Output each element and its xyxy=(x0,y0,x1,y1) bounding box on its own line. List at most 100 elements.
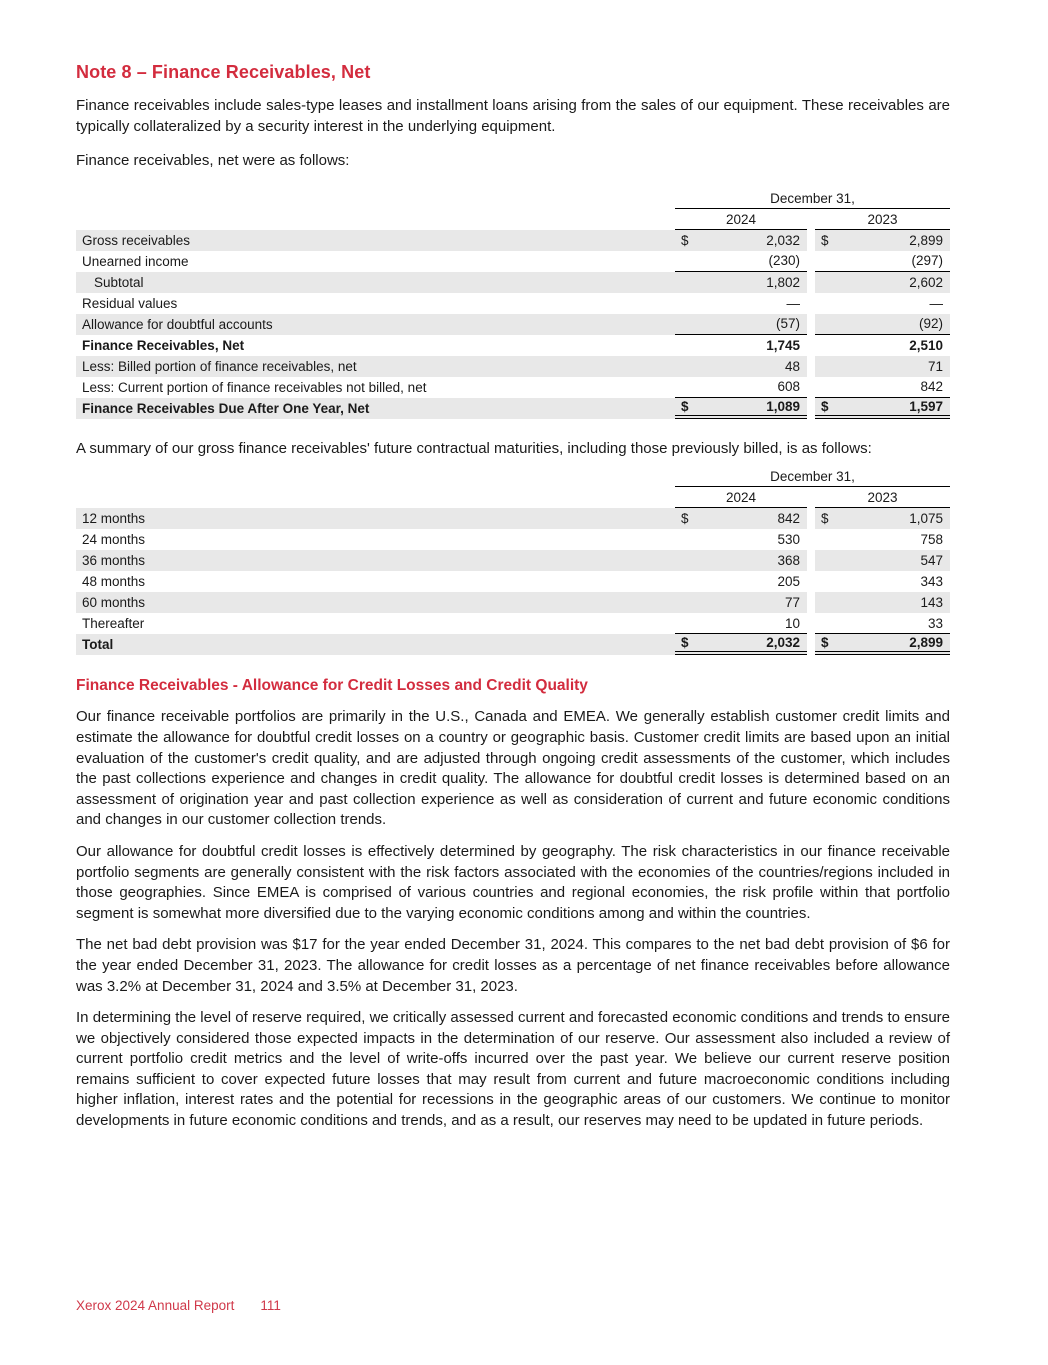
table-row: 48 months 205 343 xyxy=(76,571,950,593)
table-row: Less: Billed portion of finance receivab… xyxy=(76,355,950,377)
table-row: 60 months 77 143 xyxy=(76,592,950,614)
cell-value: — xyxy=(786,295,801,311)
cell-value: 77 xyxy=(784,595,800,611)
dollar-sign: $ xyxy=(681,635,689,651)
table-row: Total $2,032 $2,899 xyxy=(76,634,950,656)
footer-report-title: Xerox 2024 Annual Report xyxy=(76,1298,235,1313)
column-gap xyxy=(807,229,815,251)
cell-value: 343 xyxy=(920,574,943,590)
column-gap xyxy=(807,529,815,551)
row-value-2023: $1,075 xyxy=(815,508,950,530)
column-gap xyxy=(807,571,815,593)
cell-value: (92) xyxy=(918,316,943,332)
row-value-2024: 530 xyxy=(675,529,807,550)
column-gap xyxy=(807,613,815,635)
row-value-2023: $2,899 xyxy=(815,229,950,251)
row-value-2024: 48 xyxy=(675,355,807,377)
dollar-sign: $ xyxy=(821,511,829,527)
finance-receivables-table: December 31, 2024 2023 Gross receivables $2,… xyxy=(76,190,950,419)
row-value-2024: 368 xyxy=(675,550,807,572)
row-value-2024: $1,089 xyxy=(675,397,807,419)
column-gap xyxy=(807,376,815,398)
row-label: Less: Billed portion of finance receivab… xyxy=(76,355,675,377)
row-value-2023: 33 xyxy=(815,613,950,635)
table-row: Residual values — — xyxy=(76,292,950,314)
cell-value: 2,510 xyxy=(909,337,943,353)
cell-value: (57) xyxy=(775,316,800,332)
cell-value: 842 xyxy=(920,379,943,395)
row-value-2024: $2,032 xyxy=(675,229,807,251)
row-label: Gross receivables xyxy=(76,229,675,251)
column-gap xyxy=(807,355,815,377)
row-label: Total xyxy=(76,634,675,656)
row-value-2024: (57) xyxy=(675,313,807,335)
row-value-2024: (230) xyxy=(675,251,807,272)
paragraph-bad-debt: The net bad debt provision was $17 for t… xyxy=(76,936,950,995)
cell-value: 143 xyxy=(920,595,943,611)
intro-paragraph: Finance receivables include sales-type l… xyxy=(76,97,950,135)
table-header-spacer xyxy=(76,487,675,508)
table-row: Unearned income (230) (297) xyxy=(76,250,950,272)
section-subheading: Finance Receivables - Allowance for Cred… xyxy=(76,677,588,695)
table-header-spacer xyxy=(76,468,675,487)
row-label: Residual values xyxy=(82,295,178,311)
cell-value: 608 xyxy=(777,379,800,395)
row-label: Finance Receivables, Net xyxy=(82,337,245,353)
row-value-2024: $842 xyxy=(675,508,807,530)
table-row: Finance Receivables, Net 1,745 2,510 xyxy=(76,334,950,356)
cell-value: 48 xyxy=(784,358,800,374)
row-value-2023: 71 xyxy=(815,355,950,377)
cell-value: 547 xyxy=(920,553,943,569)
row-value-2024: 77 xyxy=(675,592,807,614)
row-label: 60 months xyxy=(76,592,675,614)
cell-value: (230) xyxy=(768,253,800,269)
row-value-2023: $1,597 xyxy=(815,397,950,419)
maturities-table: December 31, 2024 2023 12 months $842 $1,075 2… xyxy=(76,468,950,656)
column-header-2023: 2023 xyxy=(815,487,950,509)
table-row: Less: Current portion of finance receiva… xyxy=(76,376,950,398)
column-gap xyxy=(807,487,815,509)
cell-value: — xyxy=(929,295,944,311)
cell-value: 2,899 xyxy=(909,635,943,651)
cell-value: 2,602 xyxy=(909,274,943,290)
row-label: 48 months xyxy=(82,574,146,590)
row-value-2024: — xyxy=(675,293,807,314)
row-value-2024: 1,802 xyxy=(675,271,807,293)
paragraph-reserve: In determining the level of reserve requ… xyxy=(76,1009,950,1130)
column-gap xyxy=(807,508,815,530)
row-value-2023: 842 xyxy=(815,377,950,398)
dollar-sign: $ xyxy=(821,398,829,414)
cell-value: (297) xyxy=(911,253,943,269)
dollar-sign: $ xyxy=(681,232,689,248)
footer-page-number: 111 xyxy=(260,1298,281,1313)
row-value-2024: 205 xyxy=(675,571,807,592)
column-header-2023: 2023 xyxy=(815,209,950,230)
dollar-sign: $ xyxy=(681,511,689,527)
row-value-2024: $2,032 xyxy=(675,634,807,656)
row-label: 12 months xyxy=(76,508,675,530)
row-value-2023: 2,602 xyxy=(815,271,950,293)
cell-value: 10 xyxy=(784,615,800,631)
row-label: Unearned income xyxy=(82,253,189,269)
column-gap xyxy=(807,208,815,230)
table-period-header: December 31, xyxy=(675,468,950,488)
column-gap xyxy=(807,634,815,656)
row-label: Thereafter xyxy=(82,616,145,632)
table-row: Subtotal 1,802 2,602 xyxy=(76,271,950,293)
table1-lead: Finance receivables, net were as follows… xyxy=(76,152,350,170)
row-value-2023: (92) xyxy=(815,313,950,335)
cell-value: 1,089 xyxy=(766,398,800,414)
table2-lead: A summary of our gross finance receivabl… xyxy=(76,439,872,457)
column-header-2024: 2024 xyxy=(675,487,807,509)
table-row: 36 months 368 547 xyxy=(76,550,950,572)
row-label: Allowance for doubtful accounts xyxy=(76,313,675,335)
cell-value: 71 xyxy=(927,358,943,374)
row-label: 24 months xyxy=(82,532,146,548)
table-year-header-row: 2024 2023 xyxy=(76,208,950,230)
row-value-2024: 1,745 xyxy=(675,335,807,356)
column-gap xyxy=(807,313,815,335)
table-row: 24 months 530 758 xyxy=(76,529,950,551)
dollar-sign: $ xyxy=(821,232,829,248)
row-value-2023: 547 xyxy=(815,550,950,572)
